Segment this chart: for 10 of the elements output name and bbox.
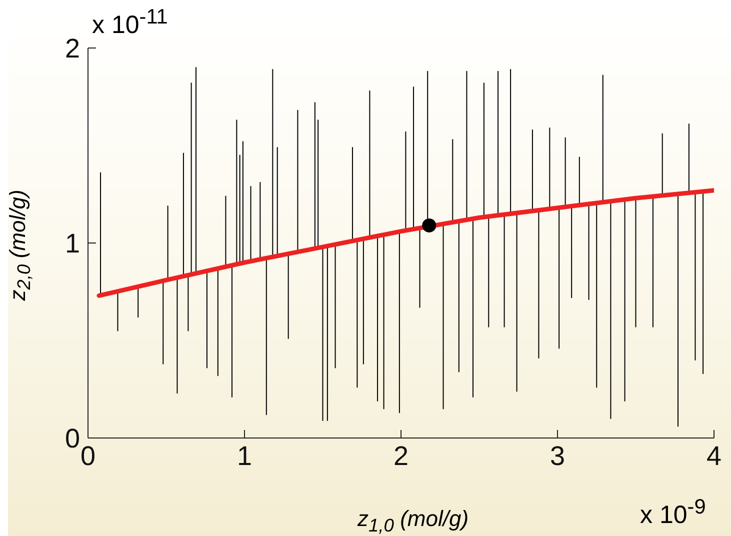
x-tick-label: 1 [236,441,252,472]
x-tick-label: 3 [550,441,566,472]
x-tick-label: 4 [706,441,722,472]
y-tick-label: 2 [64,34,80,64]
text: x 10$^{-9}$ [640,496,706,530]
text: x 10$^{-11}$ [92,6,168,40]
x-axis-title: z$_{1,0}$ (mol/g) [357,506,469,536]
y-tick-label: 1 [64,228,80,259]
line-series [96,188,714,298]
x-tick-label: 2 [393,441,409,472]
